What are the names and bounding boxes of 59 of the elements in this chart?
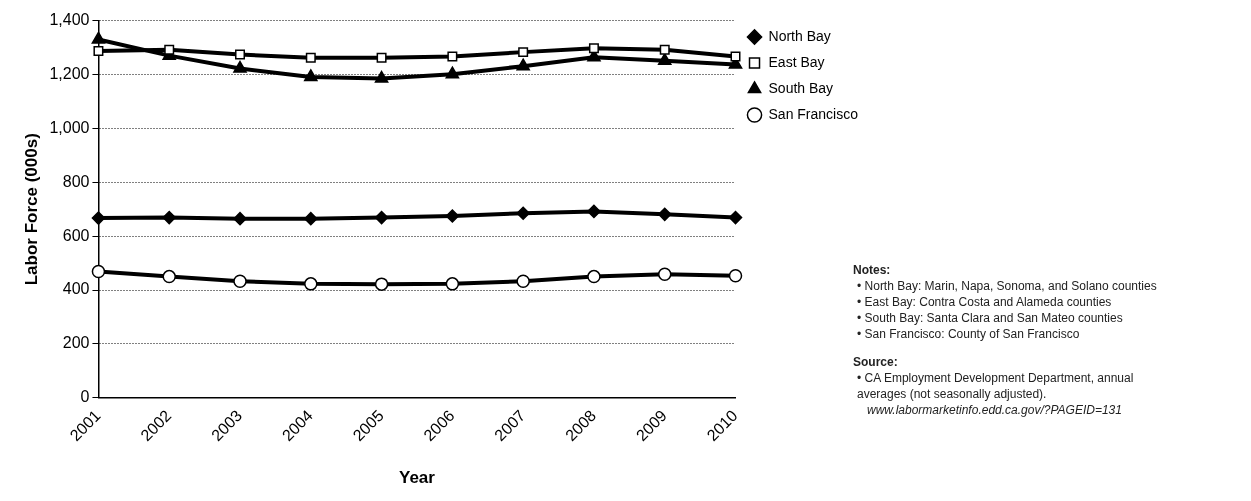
point [587,204,601,219]
source-note: Source: [853,354,899,370]
point [659,44,670,55]
legend-label: East Bay [768,53,825,70]
point [233,211,247,226]
point [516,58,530,71]
x-axis-title: Year [399,468,436,488]
point [374,210,389,225]
y-tick-label: 800 [62,172,90,190]
point [447,51,458,62]
point [730,51,741,62]
point [518,47,529,58]
point [376,52,387,63]
point [162,269,176,284]
text: • CA Employment Development Department, annual averages (not seasonally adjusted). [856,370,1135,402]
point [91,211,106,225]
point [445,66,460,79]
y-tick-label: 1,200 [49,64,90,82]
y-axis-title: Labor Force (000s) [21,133,41,286]
text: • East Bay: Contra Costa and Alameda counties [856,294,1113,310]
point [516,274,530,288]
text: • North Bay: Marin, Napa, Sonoma, and Solano counties [856,278,1158,294]
text: • San Francisco: County of San Francisco [856,326,1081,342]
point [91,31,106,44]
y-tick-label: 1,400 [49,11,90,29]
point [445,209,460,223]
point [445,277,460,291]
legend-label: North Bay [768,27,831,44]
y-tick-label: 200 [62,334,90,352]
legend-label: South Bay [768,79,834,96]
point [304,211,318,226]
point [374,277,389,291]
point [303,69,318,82]
y-tick-label: 400 [62,280,90,298]
point [233,274,247,288]
point [305,52,316,63]
y-tick-label: 600 [62,226,90,244]
point [93,46,104,57]
point [91,264,106,279]
point [164,44,175,55]
text: www.labormarketinfo.edd.ca.gov/?PAGEID=131 [866,402,1123,418]
point [728,210,743,225]
point [728,269,743,283]
point [233,60,247,73]
point [304,277,318,291]
text: Notes: [853,262,892,278]
point [374,70,389,83]
point [516,206,530,221]
point [657,267,672,281]
point [587,269,601,284]
point [588,43,599,54]
y-tick-label: 1,000 [49,118,90,136]
point [162,210,176,225]
point [657,53,672,65]
text: • South Bay: Santa Clara and San Mateo counties [856,310,1124,326]
point [657,207,672,222]
point [235,49,246,60]
legend-label: San Francisco [768,105,859,122]
y-tick-label: 0 [80,388,90,406]
